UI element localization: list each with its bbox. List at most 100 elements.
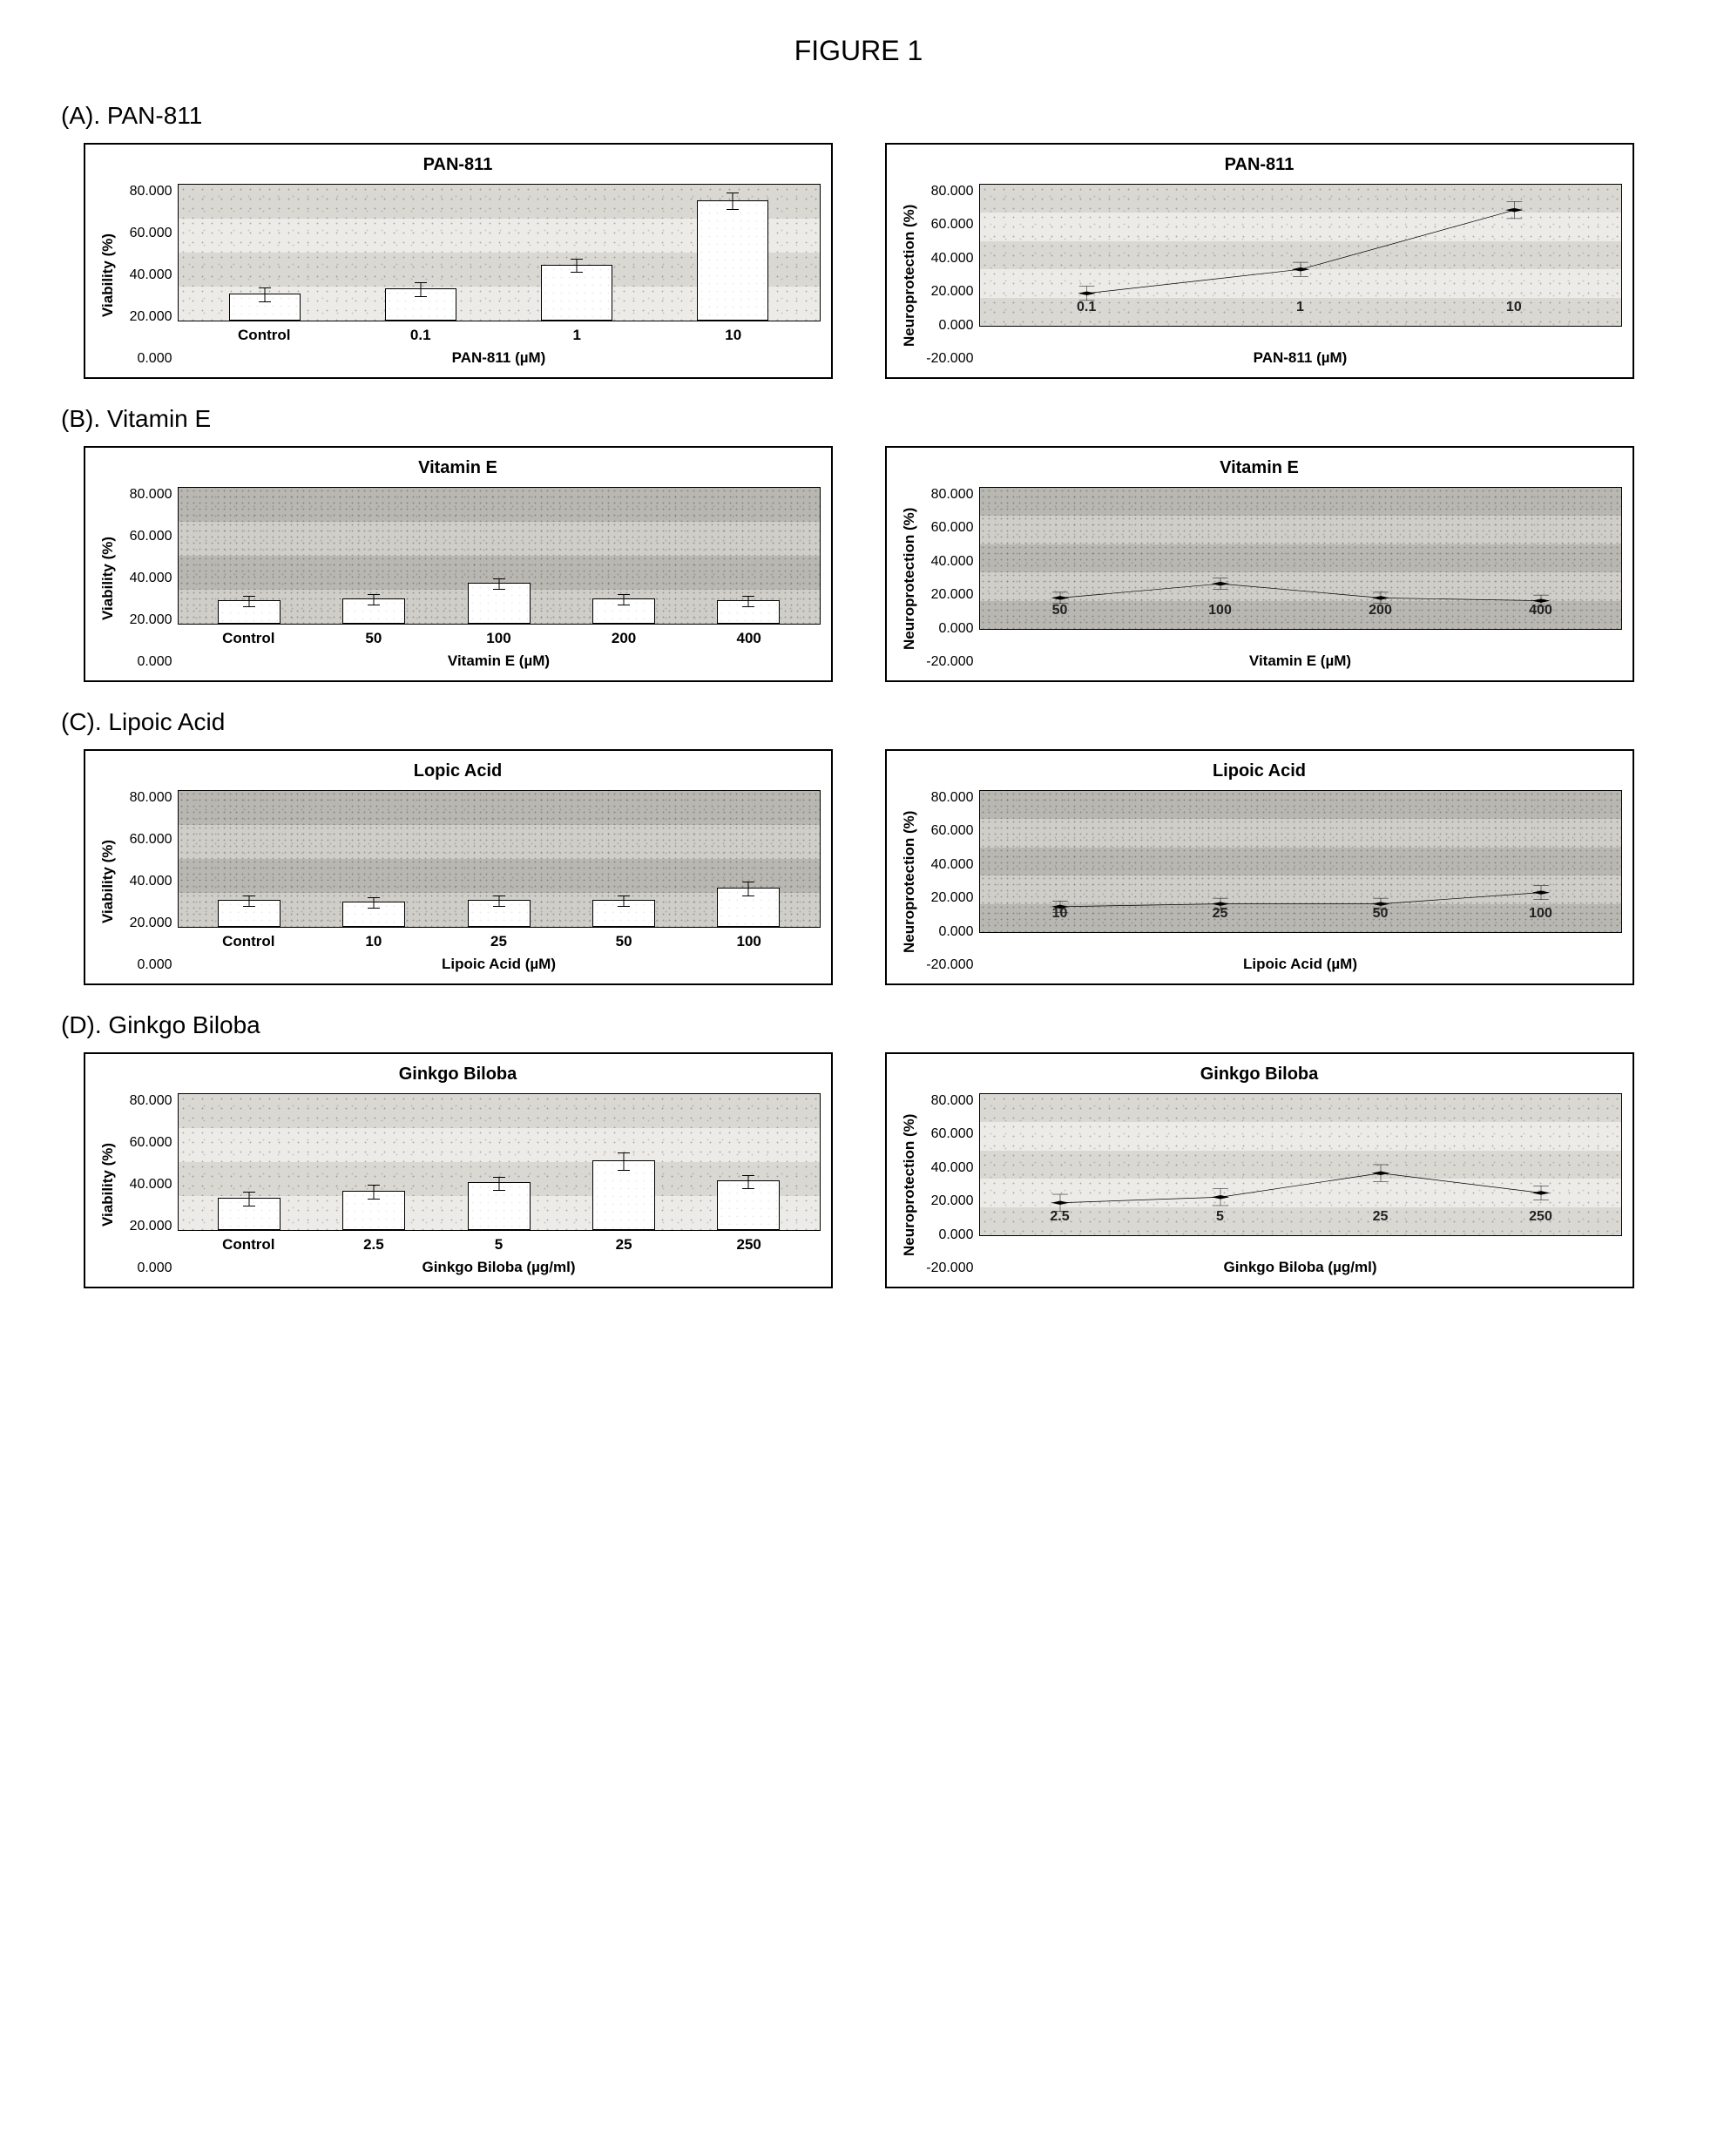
y-axis-label: Viability (%) <box>96 184 120 367</box>
x-tick: 100 <box>1140 603 1301 618</box>
x-tick: 25 <box>561 1236 686 1254</box>
y-tick: 20.000 <box>922 284 974 300</box>
y-axis-label: Neuroprotection (%) <box>897 790 922 973</box>
x-tick: Control <box>186 630 312 647</box>
y-tick: 0.000 <box>120 957 172 973</box>
figure-title: FIGURE 1 <box>35 35 1682 67</box>
y-tick: 40.000 <box>922 251 974 267</box>
chart-title: Ginkgo Biloba <box>96 1064 821 1085</box>
x-tick: 200 <box>1301 603 1461 618</box>
y-tick: 80.000 <box>120 487 172 503</box>
bar-chart-panel: Lopic AcidViability (%)80.00060.00040.00… <box>84 749 833 985</box>
y-tick: 60.000 <box>120 1135 172 1151</box>
y-tick: 20.000 <box>120 612 172 628</box>
chart-title: Lipoic Acid <box>897 761 1622 781</box>
y-tick: 80.000 <box>120 184 172 199</box>
y-tick: 80.000 <box>922 184 974 199</box>
x-tick: 250 <box>1461 1209 1621 1225</box>
x-tick: 1 <box>499 327 656 344</box>
y-tick: 40.000 <box>922 1160 974 1176</box>
x-tick: 0.1 <box>980 300 1193 315</box>
x-tick-labels: Control102550100 <box>178 933 821 950</box>
x-axis-label: Vitamin E (µM) <box>178 652 821 670</box>
y-tick: 60.000 <box>922 1126 974 1142</box>
bar-chart-panel: PAN-811Viability (%)80.00060.00040.00020… <box>84 143 833 379</box>
bar <box>697 200 768 321</box>
x-tick: 25 <box>1140 906 1301 922</box>
y-tick: 80.000 <box>922 1093 974 1109</box>
section-label: (D). Ginkgo Biloba <box>61 1011 1682 1039</box>
chart-title: Lopic Acid <box>96 761 821 781</box>
bar-chart-panel: Vitamin EViability (%)80.00060.00040.000… <box>84 446 833 682</box>
y-tick: 0.000 <box>120 1260 172 1276</box>
y-tick: 40.000 <box>120 267 172 283</box>
data-marker <box>1531 890 1550 895</box>
y-tick: 20.000 <box>922 1193 974 1209</box>
y-tick: 80.000 <box>120 1093 172 1109</box>
y-tick: 40.000 <box>922 554 974 570</box>
y-tick: 60.000 <box>120 832 172 848</box>
data-marker <box>1371 596 1389 600</box>
y-tick: 0.000 <box>922 1227 974 1243</box>
y-tick: 20.000 <box>120 309 172 325</box>
plot-area <box>178 184 821 321</box>
bar-chart-panel: Ginkgo BilobaViability (%)80.00060.00040… <box>84 1052 833 1288</box>
y-tick-labels: 80.00060.00040.00020.0000.000-20.000 <box>922 1093 979 1276</box>
data-marker <box>1505 208 1524 213</box>
y-tick: -20.000 <box>922 654 974 670</box>
x-tick: 25 <box>436 933 562 950</box>
panel-row: Vitamin EViability (%)80.00060.00040.000… <box>35 446 1682 682</box>
x-tick: 50 <box>1301 906 1461 922</box>
bar <box>592 1160 655 1230</box>
x-tick: 10 <box>655 327 812 344</box>
x-tick: 5 <box>436 1236 562 1254</box>
y-tick: 60.000 <box>120 529 172 544</box>
y-axis-label: Neuroprotection (%) <box>897 487 922 670</box>
x-axis-label: Ginkgo Biloba (µg/ml) <box>979 1259 1622 1276</box>
x-tick: Control <box>186 327 343 344</box>
y-tick: -20.000 <box>922 351 974 367</box>
plot-area: 50100200400 <box>979 487 1622 630</box>
y-tick: 80.000 <box>922 487 974 503</box>
y-tick: 0.000 <box>922 621 974 637</box>
chart-title: Vitamin E <box>897 458 1622 478</box>
panel-row: PAN-811Viability (%)80.00060.00040.00020… <box>35 143 1682 379</box>
y-axis-label: Neuroprotection (%) <box>897 1093 922 1276</box>
x-tick: 250 <box>686 1236 812 1254</box>
y-tick: 60.000 <box>922 520 974 536</box>
y-tick: 0.000 <box>922 318 974 334</box>
section-label: (C). Lipoic Acid <box>61 708 1682 736</box>
y-axis-label: Viability (%) <box>96 790 120 973</box>
y-tick: 40.000 <box>120 1177 172 1193</box>
data-marker <box>1291 267 1309 272</box>
y-tick: 0.000 <box>120 654 172 670</box>
y-tick: 40.000 <box>120 571 172 586</box>
x-tick: 5 <box>1140 1209 1301 1225</box>
plot-area: 2.5525250 <box>979 1093 1622 1236</box>
line-chart-panel: Ginkgo Biloba Neuroprotection (%)80.000 60… <box>885 1052 1634 1288</box>
y-tick: 80.000 <box>922 790 974 806</box>
x-axis-label: PAN-811 (µM) <box>178 349 821 367</box>
chart-title: PAN-811 <box>897 155 1622 175</box>
y-tick: 20.000 <box>120 1219 172 1234</box>
y-tick: 60.000 <box>922 823 974 839</box>
x-tick: 1 <box>1193 300 1407 315</box>
x-tick: Control <box>186 933 312 950</box>
y-tick-labels: 80.00060.00040.00020.0000.000-20.000 <box>922 184 979 367</box>
y-tick: 0.000 <box>120 351 172 367</box>
chart-title: PAN-811 <box>96 155 821 175</box>
y-tick-labels: 80.00060.00040.00020.0000.000-20.000 <box>922 487 979 670</box>
panel-row: Ginkgo BilobaViability (%)80.00060.00040… <box>35 1052 1682 1288</box>
x-axis-label: Ginkgo Biloba (µg/ml) <box>178 1259 821 1276</box>
x-tick: 10 <box>980 906 1140 922</box>
chart-title: Vitamin E <box>96 458 821 478</box>
x-tick: 50 <box>980 603 1140 618</box>
x-tick: 2.5 <box>311 1236 436 1254</box>
y-tick: 20.000 <box>120 916 172 931</box>
chart-title: Ginkgo Biloba <box>897 1064 1622 1085</box>
data-marker <box>1051 596 1069 600</box>
x-tick-labels: Control0.1110 <box>178 327 821 344</box>
x-tick: 25 <box>1301 1209 1461 1225</box>
x-tick: 2.5 <box>980 1209 1140 1225</box>
x-axis-label: Lipoic Acid (µM) <box>979 956 1622 973</box>
